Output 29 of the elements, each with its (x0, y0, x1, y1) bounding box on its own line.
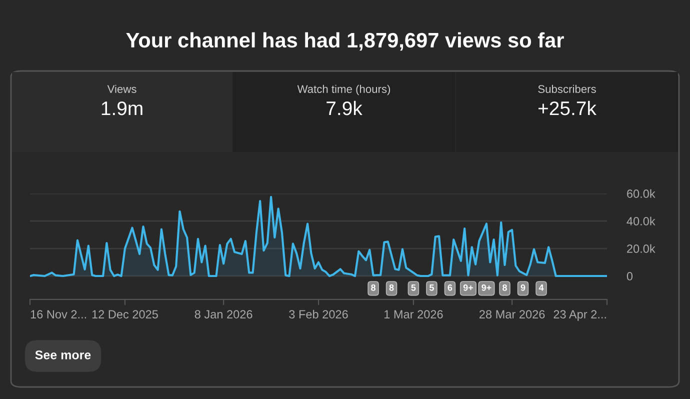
annotation: 9+ (482, 284, 492, 291)
text: Watch time (hours) (297, 84, 390, 96)
x-tick-label: 3 Feb 2026 (289, 310, 348, 318)
annotation: 9 (520, 284, 526, 291)
annotation: 5 (429, 284, 434, 291)
annotation: 8 (502, 284, 507, 291)
y-tick-label: 40.0k (626, 216, 656, 226)
annotation: 6 (448, 284, 452, 291)
y-tick-label: 20.0k (627, 244, 656, 253)
annotation: 8 (389, 284, 394, 291)
annotation: 9+ (463, 284, 474, 291)
annotation: 5 (411, 284, 416, 291)
y-tick-label: 0 (626, 272, 633, 280)
text: 1.9m (102, 101, 142, 116)
text: +25.7k (538, 100, 596, 116)
text: Subscribers (538, 84, 596, 93)
text: 7.9k (326, 100, 362, 116)
x-tick-label: 28 Mar 2026 (480, 310, 545, 318)
annotation: 4 (538, 284, 544, 291)
y-tick-label: 60.0k (627, 189, 656, 198)
x-tick-label: 12 Dec 2025 (92, 310, 158, 318)
annotation: 8 (371, 284, 376, 291)
chart-title: Your channel has had 1,879,697 views so far (126, 32, 564, 51)
x-tick-label: 8 Jan 2026 (194, 310, 252, 318)
text: See more (35, 350, 91, 360)
text: Views (107, 84, 136, 93)
x-tick-label: 16 Nov 2... (30, 310, 86, 318)
x-tick-label: 23 Apr 2... (554, 310, 606, 321)
x-tick-label: 1 Mar 2026 (384, 310, 443, 318)
